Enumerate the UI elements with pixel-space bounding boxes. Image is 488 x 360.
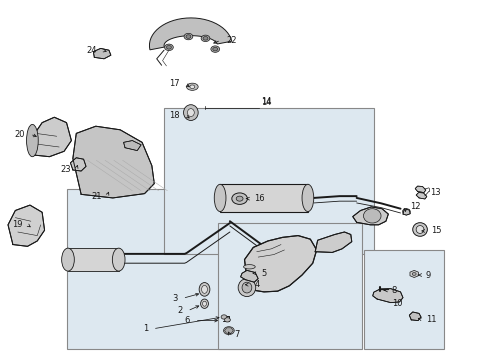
Text: 10: 10 — [391, 299, 402, 308]
Text: 16: 16 — [254, 194, 264, 203]
Polygon shape — [415, 193, 426, 199]
Text: 11: 11 — [425, 315, 435, 324]
Text: 13: 13 — [429, 188, 440, 197]
Circle shape — [411, 273, 415, 275]
Polygon shape — [402, 209, 409, 215]
Text: 1: 1 — [142, 324, 148, 333]
Circle shape — [223, 327, 234, 334]
Circle shape — [189, 85, 194, 89]
Ellipse shape — [186, 83, 198, 90]
Text: 23: 23 — [61, 165, 71, 174]
Bar — [220, 184, 307, 212]
Polygon shape — [414, 186, 425, 193]
Polygon shape — [408, 312, 420, 320]
Polygon shape — [244, 235, 316, 292]
Text: 2: 2 — [177, 306, 182, 315]
Ellipse shape — [202, 301, 206, 306]
Ellipse shape — [183, 105, 198, 121]
Circle shape — [201, 35, 209, 41]
Text: 4: 4 — [254, 280, 259, 289]
Text: 14: 14 — [261, 98, 271, 107]
Circle shape — [185, 35, 190, 39]
Ellipse shape — [243, 265, 255, 269]
Polygon shape — [70, 158, 86, 171]
Text: 17: 17 — [169, 80, 180, 89]
Bar — [363, 250, 444, 348]
Circle shape — [402, 209, 409, 215]
Ellipse shape — [412, 223, 427, 236]
Text: 20: 20 — [15, 130, 25, 139]
Ellipse shape — [201, 285, 207, 293]
Circle shape — [404, 210, 407, 213]
Polygon shape — [372, 289, 402, 303]
Ellipse shape — [26, 125, 38, 157]
Ellipse shape — [363, 209, 380, 223]
Polygon shape — [240, 270, 258, 282]
Bar — [163, 108, 373, 253]
Text: 22: 22 — [225, 36, 236, 45]
Text: 24: 24 — [86, 46, 97, 55]
Circle shape — [224, 318, 230, 322]
Ellipse shape — [200, 299, 208, 309]
Circle shape — [203, 37, 207, 40]
Ellipse shape — [415, 226, 423, 233]
Text: 19: 19 — [12, 220, 22, 229]
Text: 3: 3 — [172, 294, 177, 303]
Text: 12: 12 — [409, 202, 420, 211]
Ellipse shape — [61, 248, 74, 271]
Text: 18: 18 — [169, 111, 180, 120]
Circle shape — [212, 47, 217, 51]
Circle shape — [221, 315, 226, 319]
Polygon shape — [8, 205, 44, 246]
Ellipse shape — [238, 279, 255, 297]
Circle shape — [210, 46, 219, 52]
Ellipse shape — [302, 184, 313, 212]
Text: 7: 7 — [234, 330, 240, 339]
Ellipse shape — [231, 193, 247, 204]
Ellipse shape — [112, 248, 125, 271]
Text: 15: 15 — [430, 226, 440, 235]
Circle shape — [164, 44, 173, 50]
Ellipse shape — [214, 184, 225, 212]
Polygon shape — [123, 140, 141, 150]
Text: 9: 9 — [425, 270, 430, 279]
Text: 21: 21 — [91, 192, 102, 201]
Bar — [68, 248, 119, 271]
Polygon shape — [224, 328, 233, 333]
Polygon shape — [409, 270, 418, 278]
Polygon shape — [352, 207, 387, 225]
Polygon shape — [32, 117, 71, 157]
Polygon shape — [93, 48, 111, 59]
Text: 6: 6 — [184, 316, 189, 325]
Circle shape — [183, 33, 192, 40]
Text: 8: 8 — [391, 286, 396, 295]
Polygon shape — [73, 126, 154, 198]
Ellipse shape — [187, 109, 194, 117]
Ellipse shape — [199, 283, 209, 296]
Text: 14: 14 — [261, 97, 271, 106]
Circle shape — [166, 45, 171, 49]
Bar — [217, 223, 361, 348]
Ellipse shape — [242, 282, 251, 293]
Polygon shape — [315, 232, 351, 252]
Text: 5: 5 — [261, 269, 266, 278]
Ellipse shape — [236, 196, 243, 201]
Bar — [66, 189, 268, 348]
Polygon shape — [149, 18, 231, 50]
